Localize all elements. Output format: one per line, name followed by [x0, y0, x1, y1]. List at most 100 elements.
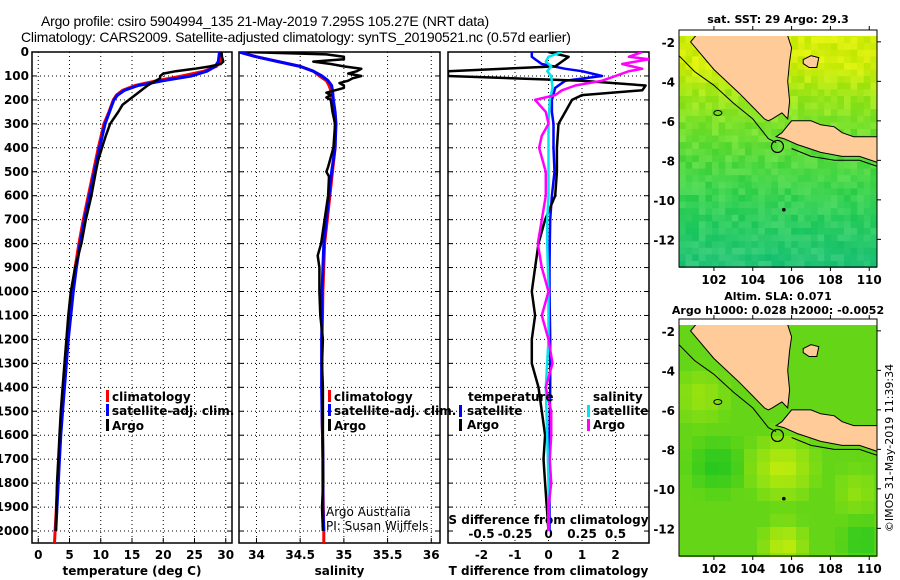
map-cell [824, 69, 832, 77]
map-cell [824, 49, 832, 57]
map-cell [791, 241, 799, 249]
map-cell [770, 553, 784, 557]
map-cell [725, 109, 733, 117]
map-cell [844, 43, 852, 51]
map-cell [850, 36, 858, 44]
map-cell [712, 89, 720, 97]
map-cell [751, 261, 759, 268]
map-cell [830, 234, 838, 242]
map-cell [811, 221, 819, 229]
map-cell [758, 234, 766, 242]
map-cell [731, 261, 739, 268]
map-cell [778, 175, 786, 183]
map-cell [679, 129, 687, 137]
map-cell [705, 514, 719, 528]
map-cell [863, 63, 871, 71]
map-cell [738, 214, 746, 222]
map-cell [822, 553, 836, 557]
map-cell [758, 201, 766, 209]
map-cell [718, 214, 726, 222]
map-cell [738, 102, 746, 110]
map-cell [679, 175, 687, 183]
series-group [239, 52, 363, 543]
map-cell [751, 181, 759, 189]
map-cell [771, 188, 779, 196]
legend-swatch [459, 419, 462, 431]
map-cell [874, 527, 877, 541]
map-cell [870, 109, 877, 117]
legend-swatch [106, 404, 109, 416]
map-cell [791, 36, 799, 44]
map-cell [692, 514, 706, 528]
map-cell [861, 540, 875, 554]
map-cell [844, 109, 852, 117]
map-cell [698, 82, 706, 90]
legend-label: Argo [467, 418, 499, 432]
map-cell [679, 488, 693, 502]
map-cell [857, 234, 865, 242]
map-cell [745, 247, 753, 255]
map-cell [870, 76, 877, 84]
map-cell [857, 162, 865, 170]
map-cell [771, 195, 779, 203]
map-cell [692, 488, 706, 502]
map-cell [692, 241, 700, 249]
y-tick-label: 1000 [0, 285, 29, 299]
map-cell [692, 122, 700, 130]
map-cell [863, 89, 871, 97]
map-cell [764, 228, 772, 236]
map-cell [764, 181, 772, 189]
map-cell [817, 261, 825, 268]
map-cell [738, 168, 746, 176]
map-cell [837, 36, 845, 44]
map-cell [811, 148, 819, 156]
map-cell [758, 208, 766, 216]
map-cell [857, 109, 865, 117]
map-cell [685, 115, 693, 123]
map-cell [804, 102, 812, 110]
map-cell [797, 201, 805, 209]
map-cell [870, 49, 877, 57]
map-cell [850, 228, 858, 236]
map-cell [679, 96, 687, 104]
map-cell [679, 43, 687, 51]
map-cell [817, 69, 825, 77]
map-cell [809, 527, 823, 541]
map-cell [837, 155, 845, 163]
map-cell [835, 325, 849, 333]
map-cell [738, 261, 746, 268]
map-cell [679, 188, 687, 196]
map-cell [679, 76, 687, 84]
map-cell [738, 135, 746, 143]
map-cell [679, 384, 693, 398]
map-cell [811, 109, 819, 117]
map-cell [718, 247, 726, 255]
map-cell [692, 162, 700, 170]
map-cell [698, 162, 706, 170]
map-cell [809, 371, 823, 385]
map-cell [804, 96, 812, 104]
map-cell [783, 553, 797, 557]
map-cell [751, 188, 759, 196]
map-cell [804, 49, 812, 57]
map-cell [863, 214, 871, 222]
map-cell [705, 254, 713, 262]
map-cell [870, 96, 877, 104]
map-cell [738, 142, 746, 150]
map-cell [679, 234, 687, 242]
map-cell [850, 49, 858, 57]
land-sumatra [689, 36, 793, 122]
map-cell [744, 488, 758, 502]
map-cell [830, 181, 838, 189]
map-cell [797, 208, 805, 216]
temperature-panel: 0 5 10 15 20 25 300100200300400500600700800900… [0, 45, 234, 578]
map-cell [817, 241, 825, 249]
map-cell [797, 162, 805, 170]
map-cell [744, 397, 758, 411]
map-cell [830, 221, 838, 229]
map-cell [796, 436, 810, 450]
map-cell [837, 49, 845, 57]
map-cell [817, 102, 825, 110]
map-cell [811, 247, 819, 255]
map-cell [744, 462, 758, 476]
